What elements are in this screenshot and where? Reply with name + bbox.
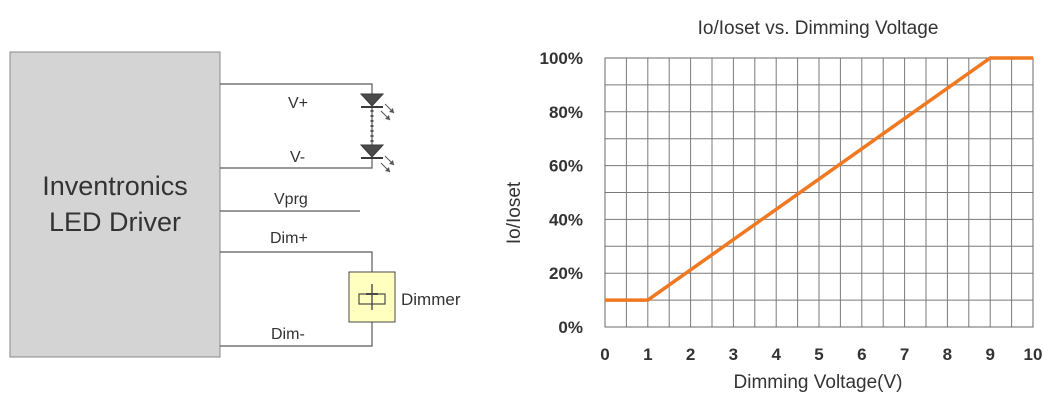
chart-grid [604, 57, 1034, 328]
wire-label-dimminus: Dim- [271, 326, 305, 343]
x-tick-label: 2 [686, 345, 695, 364]
led-top-icon [359, 93, 395, 121]
wire-label-vminus: V- [290, 149, 305, 166]
dimming-chart: Io/Ioset vs. Dimming Voltage 0 1 2 3 4 5 6 7 8 9 1… [504, 18, 1042, 393]
series-line [605, 56, 1033, 302]
wire-label-vprg: Vprg [274, 191, 308, 208]
x-tick-label: 1 [643, 345, 652, 364]
y-tick-label: 40% [549, 210, 583, 229]
x-tick-label: 4 [771, 345, 781, 364]
led-bottom-icon [359, 144, 395, 173]
x-tick-label: 10 [1024, 345, 1043, 364]
chart-title: Io/Ioset vs. Dimming Voltage [698, 18, 939, 39]
x-tick-label: 9 [985, 345, 994, 364]
y-axis-label: Io/Ioset [504, 181, 525, 244]
led-driver-box [9, 51, 221, 358]
driver-label-line2: LED Driver [49, 207, 181, 237]
y-tick-label: 100% [540, 49, 583, 68]
x-tick-label: 6 [857, 345, 866, 364]
chart-series [605, 56, 1033, 302]
dimmer-label: Dimmer [401, 290, 461, 309]
y-tick-label: 0% [558, 318, 583, 337]
x-tick-label: 7 [900, 345, 909, 364]
y-tick-label: 60% [549, 157, 583, 176]
x-axis-label: Dimming Voltage(V) [734, 372, 903, 393]
chart-ticks: 0 1 2 3 4 5 6 7 8 9 100%20%40%60%80%100% [540, 49, 1043, 364]
driver-label-line1: Inventronics [42, 171, 188, 201]
plot-frame [604, 57, 1034, 328]
dimmer-icon [348, 271, 396, 323]
wiring-diagram: Inventronics LED Driver V+ V- Vprg Dim+ … [9, 51, 461, 358]
x-tick-label: 5 [814, 345, 823, 364]
wire-label-dimplus: Dim+ [270, 230, 308, 247]
y-tick-label: 80% [549, 103, 583, 122]
x-tick-label: 3 [729, 345, 738, 364]
x-tick-label: 8 [943, 345, 952, 364]
y-tick-label: 20% [549, 264, 583, 283]
x-tick-label: 0 [600, 345, 609, 364]
wire-label-vplus: V+ [288, 95, 308, 112]
